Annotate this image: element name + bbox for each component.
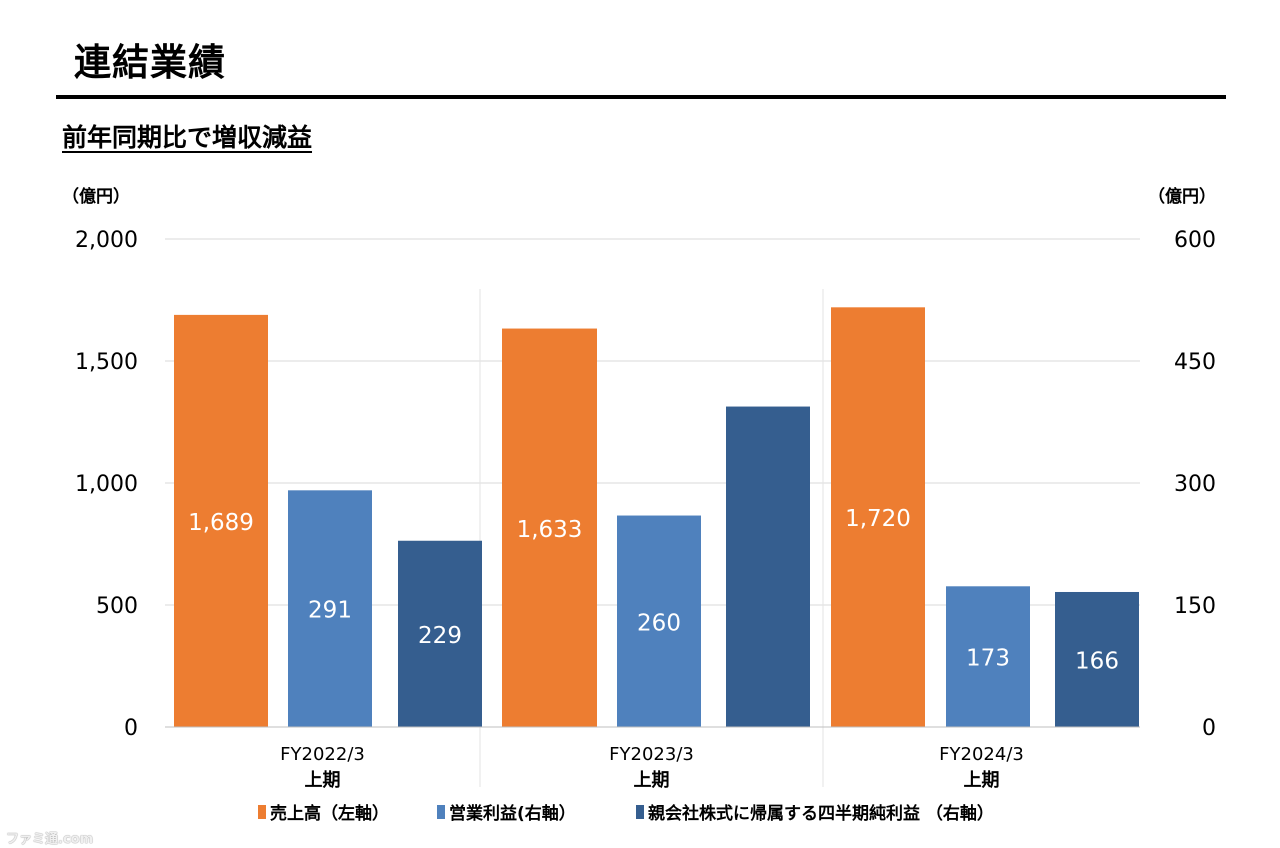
left-axis-tick-label: 2,000 xyxy=(75,228,138,253)
data-label: 1,633 xyxy=(517,517,583,543)
left-axis-tick-label: 500 xyxy=(96,594,138,619)
legend-label: 親会社株式に帰属する四半期純利益 （右軸） xyxy=(648,803,994,824)
data-label: 1,720 xyxy=(845,506,911,532)
legend-swatch xyxy=(437,805,445,819)
left-axis-tick-label: 1,500 xyxy=(75,350,138,375)
right-axis-tick-label: 300 xyxy=(1174,472,1216,497)
legend-swatch xyxy=(258,805,266,819)
watermark: ファミ通.com xyxy=(6,832,94,847)
bar-sales xyxy=(174,314,268,727)
title-divider xyxy=(56,95,1226,99)
category-label: FY2023/3 xyxy=(609,744,694,765)
bar-net-profit xyxy=(398,540,482,727)
category-sublabel: 上期 xyxy=(634,770,670,791)
bar-net-profit xyxy=(726,406,810,727)
right-axis-tick-label: 450 xyxy=(1174,350,1216,375)
data-label: 166 xyxy=(1075,648,1119,674)
data-label: 291 xyxy=(308,598,352,624)
data-label: 260 xyxy=(637,610,681,636)
left-axis-tick-label: 1,000 xyxy=(75,472,138,497)
bar-operating-profit xyxy=(946,586,1030,727)
left-axis-unit: （億円） xyxy=(62,187,130,207)
right-axis-tick-label: 150 xyxy=(1174,594,1216,619)
bar-sales xyxy=(831,307,925,727)
data-label: 229 xyxy=(418,623,462,649)
legend-label: 売上高（左軸） xyxy=(270,803,389,824)
right-axis-tick-label: 600 xyxy=(1174,228,1216,253)
bar-net-profit xyxy=(1055,591,1139,727)
category-label: FY2024/3 xyxy=(939,744,1024,765)
data-label: 1,689 xyxy=(188,510,254,536)
category-sublabel: 上期 xyxy=(964,770,1000,791)
right-axis-unit: （億円） xyxy=(1148,187,1216,207)
legend-swatch xyxy=(636,805,644,819)
data-label: 173 xyxy=(966,646,1010,672)
right-axis-tick-label: 0 xyxy=(1202,716,1216,741)
bar-sales xyxy=(502,328,597,727)
page-title: 連結業績 xyxy=(74,41,226,84)
bar-operating-profit xyxy=(288,490,372,727)
page-subtitle: 前年同期比で増収減益 xyxy=(62,123,313,152)
left-axis-tick-label: 0 xyxy=(124,716,138,741)
legend-label: 営業利益(右軸） xyxy=(449,803,576,824)
category-label: FY2022/3 xyxy=(280,744,365,765)
bar-operating-profit xyxy=(617,515,701,727)
category-sublabel: 上期 xyxy=(305,770,341,791)
